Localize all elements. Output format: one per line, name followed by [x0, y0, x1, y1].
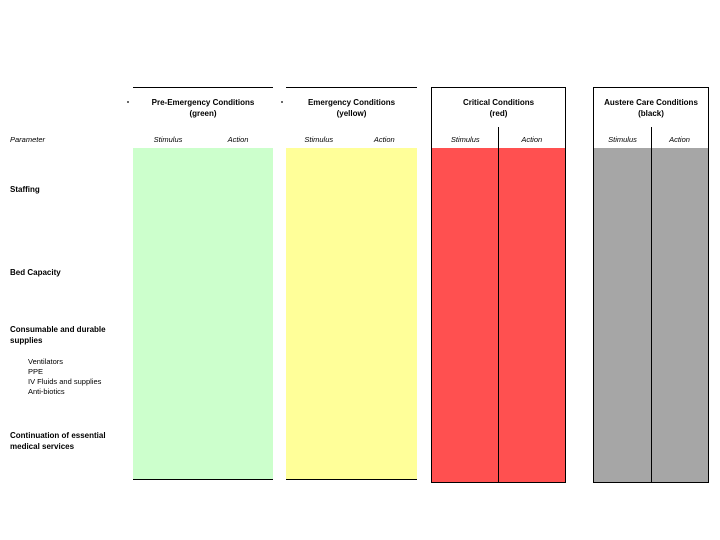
supply-items-list: Ventilators PPE IV Fluids and supplies A…: [28, 357, 101, 397]
column-subtitle-text: (yellow): [336, 109, 367, 118]
row-label-continuation: Continuation of essential medical servic…: [10, 430, 106, 452]
stimulus-label: Stimulus: [153, 135, 183, 144]
emergency-body-cell: [286, 148, 417, 480]
column-title-text: Critical Conditions: [462, 98, 535, 107]
row-label-staffing: Staffing: [10, 185, 40, 194]
column-title: Critical Conditions (red): [432, 88, 565, 119]
row-label-supplies-line1: Consumable and durable: [10, 325, 106, 334]
column-title-text: Emergency Conditions: [307, 98, 396, 107]
action-label: Action: [521, 135, 543, 144]
stimulus-label: Stimulus: [450, 135, 480, 144]
period-dot: [127, 101, 129, 103]
column-title: Austere Care Conditions (black): [594, 88, 708, 119]
row-label-continuation-line1: Continuation of essential: [10, 431, 106, 440]
stimulus-action-header: Stimulus Action: [594, 135, 708, 144]
column-pre-emergency: Pre-Emergency Conditions (green) Stimulu…: [133, 87, 273, 480]
stimulus-label: Stimulus: [608, 135, 637, 144]
column-title-text: Pre-Emergency Conditions: [151, 98, 255, 107]
supply-item-ventilators: Ventilators: [28, 357, 64, 366]
stimulus-action-header: Stimulus Action: [286, 135, 417, 144]
column-emergency: Emergency Conditions (yellow) Stimulus A…: [286, 87, 417, 480]
stimulus-action-header: Stimulus Action: [432, 135, 565, 144]
action-label: Action: [227, 135, 249, 144]
stimulus-action-divider: [650, 127, 652, 482]
action-label: Action: [669, 135, 690, 144]
column-title-text: Austere Care Conditions: [604, 98, 698, 107]
row-label-continuation-line2: medical services: [10, 442, 75, 451]
supply-item-ppe: PPE: [28, 367, 44, 376]
column-header: Emergency Conditions (yellow) Stimulus A…: [286, 87, 417, 148]
row-label-supplies: Consumable and durable supplies: [10, 324, 106, 346]
supply-item-iv-fluids: IV Fluids and supplies: [28, 377, 102, 386]
column-subtitle-text: (green): [189, 109, 217, 118]
column-title: Emergency Conditions (yellow): [286, 88, 417, 119]
supply-item-antibiotics: Anti-biotics: [28, 387, 65, 396]
column-title: Pre-Emergency Conditions (green): [133, 88, 273, 119]
column-subtitle-text: (red): [489, 109, 508, 118]
parameter-column-label: Parameter: [10, 135, 46, 144]
stimulus-label: Stimulus: [304, 135, 334, 144]
row-label-bed-capacity: Bed Capacity: [10, 268, 61, 277]
column-subtitle-text: (black): [638, 109, 664, 118]
stimulus-action-divider: [498, 127, 499, 482]
column-austere-care: Austere Care Conditions (black) Stimulus…: [593, 87, 709, 483]
pre-emergency-body-cell: [133, 148, 273, 480]
row-label-supplies-line2: supplies: [10, 336, 43, 345]
column-header: Pre-Emergency Conditions (green) Stimulu…: [133, 87, 273, 148]
column-critical: Critical Conditions (red) Stimulus Actio…: [431, 87, 566, 483]
stimulus-action-header: Stimulus Action: [133, 135, 273, 144]
action-label: Action: [373, 135, 395, 144]
period-dot: [281, 101, 283, 103]
